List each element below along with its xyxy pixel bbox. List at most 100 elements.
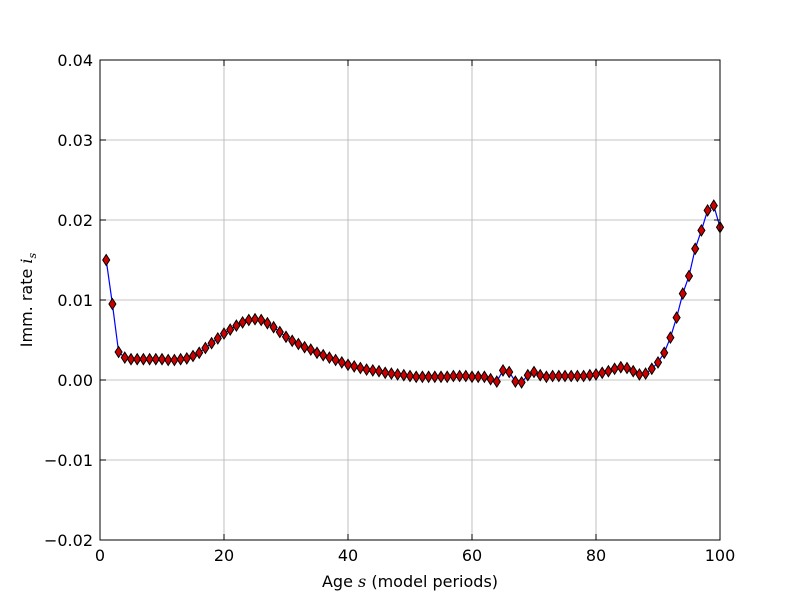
data-point-marker (405, 369, 415, 383)
data-point-marker (207, 336, 216, 350)
y-tick-label: 0.03 (57, 131, 93, 150)
x-tick-label: 60 (462, 546, 482, 565)
data-point-marker (108, 297, 117, 311)
data-point-marker (343, 358, 353, 372)
data-point-marker (709, 199, 718, 213)
data-point-marker (604, 364, 613, 378)
data-point-marker (474, 370, 483, 384)
data-point-marker (226, 323, 235, 337)
data-point-marker (430, 370, 439, 384)
data-point-marker (356, 361, 365, 375)
data-point-marker (269, 320, 278, 334)
data-point-marker (399, 368, 408, 382)
data-point-marker (151, 352, 160, 366)
data-point-marker (697, 223, 706, 237)
data-point-marker (480, 370, 489, 384)
y-tick-label: −0.02 (44, 531, 93, 550)
data-point-marker (672, 311, 681, 325)
data-point-marker (523, 368, 532, 382)
data-point-marker (455, 369, 464, 383)
data-point-marker (157, 352, 167, 366)
data-point-marker (443, 370, 452, 384)
data-point-marker (498, 363, 508, 377)
data-point-marker (325, 351, 334, 365)
data-point-marker (188, 349, 198, 363)
data-point-marker (684, 269, 694, 283)
data-point-marker (102, 253, 111, 267)
x-tick-label: 80 (586, 546, 606, 565)
data-point-marker (467, 370, 477, 384)
data-point-marker (660, 346, 669, 360)
x-axis-label: Age s (model periods) (322, 572, 498, 591)
data-point-marker (164, 353, 173, 367)
data-point-marker (691, 242, 700, 256)
data-point-marker (542, 370, 551, 384)
data-point-marker (176, 352, 185, 366)
data-point-marker (294, 337, 303, 351)
x-tick-label: 20 (214, 546, 234, 565)
y-tick-label: 0.04 (57, 51, 93, 70)
data-point-marker (170, 353, 179, 367)
grid-lines (99, 59, 721, 541)
data-point-marker (554, 369, 563, 383)
data-point-marker (511, 375, 520, 389)
data-point-marker (219, 327, 229, 341)
data-point-marker (641, 367, 650, 381)
data-point-marker (145, 352, 154, 366)
data-point-marker (139, 352, 148, 366)
y-tick-label: −0.01 (44, 451, 93, 470)
y-axis-label: Imm. rate is (17, 252, 39, 347)
y-tick-label: 0.00 (57, 371, 93, 390)
data-point-marker (703, 203, 712, 217)
y-tick-label: 0.02 (57, 211, 93, 230)
data-point-marker (195, 346, 204, 360)
data-point-marker (486, 372, 495, 386)
data-point-marker (250, 312, 260, 326)
data-point-marker (678, 287, 687, 301)
data-point-marker (306, 343, 315, 357)
data-point-marker (238, 315, 247, 329)
data-point-marker (635, 367, 644, 381)
data-point-marker (126, 352, 136, 366)
data-point-marker (312, 346, 322, 360)
data-point-marker (548, 369, 557, 383)
data-point-marker (666, 331, 675, 345)
y-tick-labels: −0.02 −0.01 0.00 0.01 0.02 0.03 0.04 (44, 51, 93, 550)
data-point-marker (647, 362, 656, 376)
x-tick-label: 40 (338, 546, 358, 565)
data-point-marker (300, 340, 309, 354)
data-point-marker (263, 316, 272, 330)
data-point-marker (362, 363, 371, 377)
x-tick-label: 100 (705, 546, 736, 565)
data-point-marker (244, 313, 253, 327)
data-point-marker (573, 369, 582, 383)
data-point-marker (232, 319, 241, 333)
data-point-marker (567, 369, 576, 383)
data-point-marker (424, 370, 433, 384)
data-point-marker (374, 364, 384, 378)
data-point-marker (182, 351, 191, 365)
data-point-marker (350, 359, 359, 373)
data-point-marker (381, 366, 390, 380)
data-point-marker (213, 331, 222, 345)
data-point-marker (275, 325, 284, 339)
series-markers (102, 199, 725, 389)
data-point-marker (319, 348, 328, 362)
data-point-marker (622, 361, 632, 375)
data-point-marker (331, 353, 340, 367)
data-point-marker (505, 365, 514, 379)
data-point-marker (387, 367, 396, 381)
data-point-marker (579, 369, 588, 383)
data-point-marker (653, 355, 663, 369)
data-point-marker (412, 370, 421, 384)
data-point-marker (560, 369, 570, 383)
data-point-marker (114, 345, 123, 359)
x-tick-labels: 0 20 40 60 80 100 (95, 546, 735, 565)
y-tick-label: 0.01 (57, 291, 93, 310)
data-point-marker (393, 367, 402, 381)
data-point-marker (133, 352, 142, 366)
data-point-marker (257, 313, 266, 327)
data-point-marker (461, 369, 470, 383)
data-point-marker (201, 341, 210, 355)
